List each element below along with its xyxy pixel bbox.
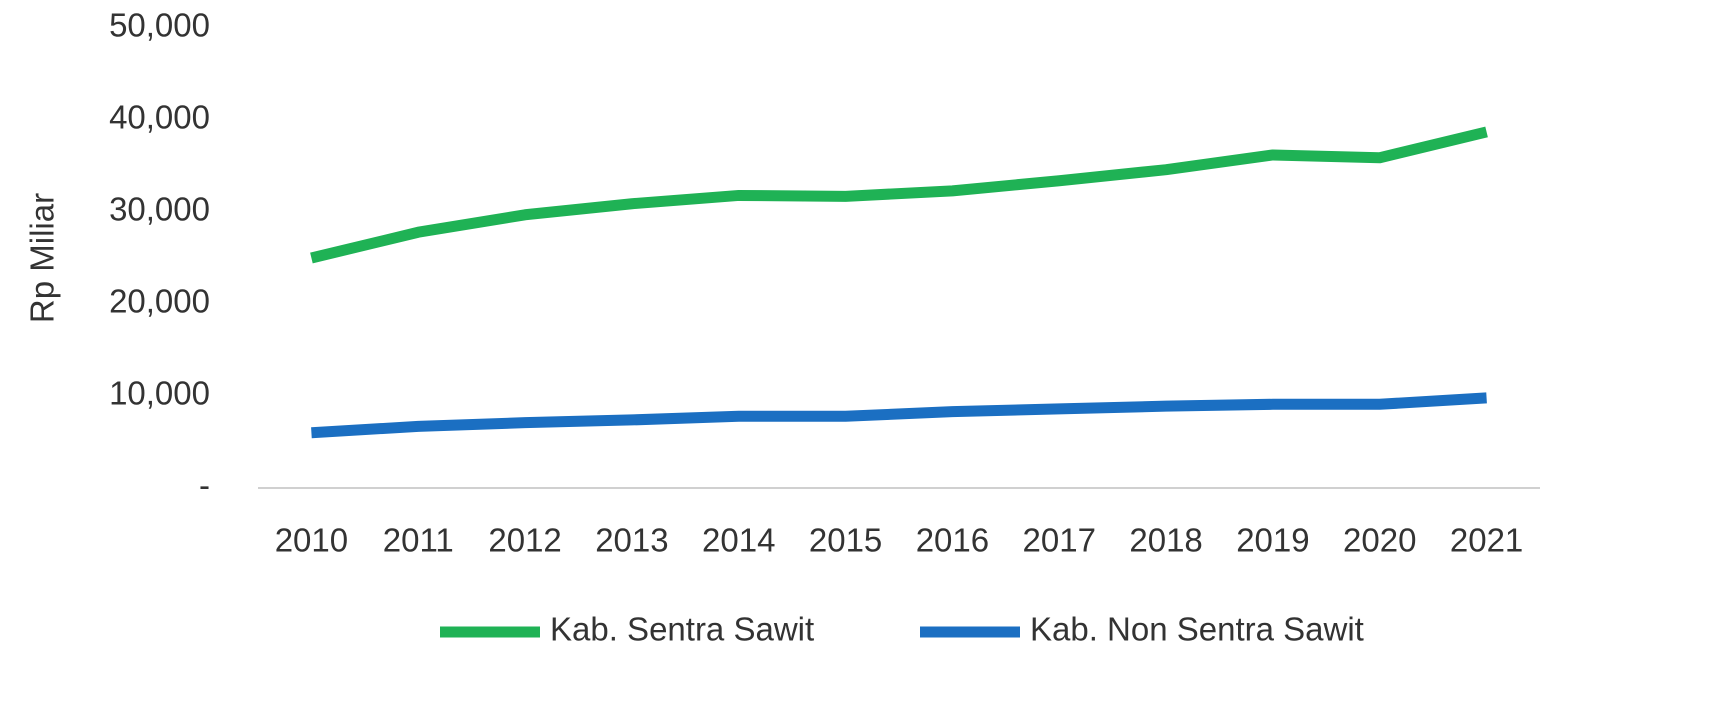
x-tick-label: 2012 (488, 522, 561, 559)
x-tick-label: 2016 (916, 522, 989, 559)
y-tick-label: 30,000 (109, 191, 210, 228)
x-tick-label: 2015 (809, 522, 882, 559)
y-tick-label: 10,000 (109, 375, 210, 412)
x-tick-label: 2018 (1129, 522, 1202, 559)
legend-label: Kab. Sentra Sawit (550, 611, 814, 648)
y-axis-label: Rp Miliar (24, 193, 61, 323)
y-tick-label: 40,000 (109, 99, 210, 136)
y-tick-label: - (199, 467, 210, 504)
x-tick-label: 2017 (1023, 522, 1096, 559)
x-tick-label: 2021 (1450, 522, 1523, 559)
x-tick-label: 2010 (275, 522, 348, 559)
line (310, 126, 1488, 264)
y-tick-label: 20,000 (109, 283, 210, 320)
x-tick-label: 2013 (595, 522, 668, 559)
x-tick-label: 2014 (702, 522, 775, 559)
x-tick-label: 2019 (1236, 522, 1309, 559)
x-tick-label: 2011 (383, 522, 454, 559)
legend-label: Kab. Non Sentra Sawit (1030, 611, 1364, 648)
y-tick-label: 50,000 (109, 7, 210, 44)
line (311, 392, 1487, 439)
x-tick-label: 2020 (1343, 522, 1416, 559)
